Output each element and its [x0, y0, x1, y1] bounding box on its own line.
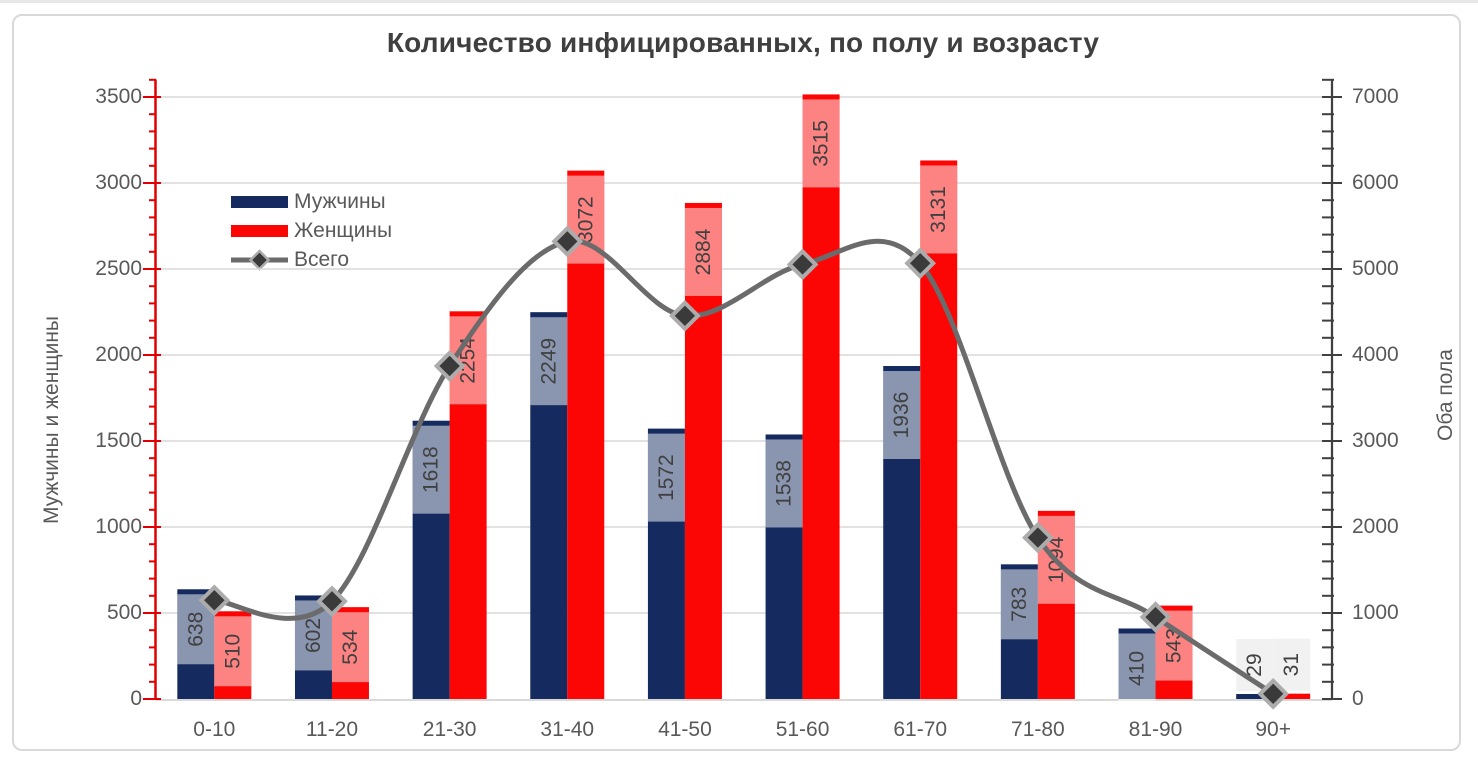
data-label: 3072 — [574, 196, 597, 243]
total-marker — [786, 248, 819, 281]
legend-label-men: Мужчины — [294, 189, 386, 213]
category-label: 11-20 — [305, 718, 359, 741]
left-axis-tick-label: 3500 — [95, 85, 142, 108]
right-axis-tick-label: 7000 — [1352, 85, 1399, 108]
right-axis-tick-label: 6000 — [1352, 171, 1399, 194]
category-label: 31-40 — [540, 718, 595, 741]
data-label: 3515 — [810, 120, 833, 167]
total-marker — [433, 350, 466, 382]
data-label-box — [214, 616, 252, 687]
legend-label-total: Всего — [294, 247, 350, 271]
left-axis-tick-label: 500 — [106, 601, 142, 624]
chart-title: Количество инфицированных, по полу и воз… — [386, 27, 1100, 58]
legend-label-women: Женщины — [294, 218, 393, 242]
total-marker — [1139, 601, 1172, 633]
left-axis-tick-labels: 0 500 1000 1500 2000 2500 3000 3500 — [0, 0, 142, 772]
data-label-box — [1000, 569, 1038, 640]
total-marker — [904, 247, 937, 280]
data-label: 510 — [221, 634, 244, 669]
category-label: 0-10 — [193, 718, 236, 741]
right-axis-tick-labels: 0 1000 2000 3000 4000 5000 6000 7000 — [1352, 0, 1452, 772]
data-label-box — [331, 612, 369, 683]
data-label: 1538 — [773, 460, 796, 507]
data-label: 2884 — [692, 228, 715, 275]
legend: Мужчины Женщины Всего — [231, 187, 392, 274]
window-edge — [0, 0, 1478, 3]
data-label-box — [647, 433, 685, 522]
data-label-box — [883, 371, 921, 460]
data-label: 1936 — [890, 392, 913, 439]
total-marker — [198, 584, 231, 617]
right-axis-tick-label: 4000 — [1352, 343, 1399, 366]
men-bar — [1236, 694, 1274, 699]
total-line — [211, 238, 1276, 697]
left-axis-tick-label: 0 — [130, 687, 142, 710]
right-axis-tick-label: 3000 — [1352, 429, 1399, 452]
data-label: 543 — [1163, 628, 1186, 663]
right-axis-tick-label: 5000 — [1352, 257, 1399, 280]
data-label-box — [530, 317, 568, 406]
data-label: 2249 — [537, 338, 560, 385]
men-series-swatch — [231, 195, 288, 208]
data-label-box — [765, 439, 803, 528]
data-label-box — [802, 99, 840, 188]
category-label: 71-80 — [1011, 718, 1065, 741]
data-label-box — [920, 165, 958, 254]
category-label: 61-70 — [893, 718, 948, 741]
category-label: 90+ — [1255, 718, 1291, 741]
chart-frame — [12, 14, 1461, 751]
data-label: 638 — [184, 612, 207, 647]
total-marker — [669, 299, 701, 332]
left-axis-tick-label: 1500 — [95, 429, 142, 452]
left-axis-tick-label: 2500 — [95, 257, 142, 280]
data-label: 2254 — [457, 337, 480, 384]
data-label-box — [684, 207, 722, 296]
category-label: 51-60 — [775, 718, 830, 741]
left-axis-tick-label: 3000 — [95, 171, 142, 194]
data-label: 1572 — [655, 454, 678, 501]
data-label: 410 — [1126, 651, 1149, 686]
data-label: 534 — [339, 629, 362, 664]
total-marker — [1022, 521, 1054, 554]
legend-item-women: Женщины — [231, 216, 392, 245]
women-series-swatch — [231, 224, 288, 237]
total-marker — [316, 585, 348, 618]
category-label: 21-30 — [422, 718, 477, 741]
right-axis-tick-label: 0 — [1352, 687, 1364, 710]
data-label: 3131 — [927, 186, 950, 233]
left-axis-tick-label: 1000 — [95, 515, 142, 538]
data-label-box — [1118, 633, 1156, 704]
total-marker — [551, 225, 584, 258]
total-marker — [1257, 678, 1290, 710]
data-label: 783 — [1008, 587, 1031, 622]
legend-item-men: Мужчины — [231, 187, 392, 216]
women-bar — [1273, 693, 1311, 699]
data-label: 31 — [1280, 653, 1303, 676]
category-label: 81-90 — [1128, 718, 1183, 741]
data-label: 29 — [1243, 653, 1266, 676]
right-axis-tick-label: 1000 — [1352, 601, 1399, 624]
women-bar — [802, 94, 840, 700]
data-label: 1618 — [420, 446, 443, 493]
category-label: 41-50 — [658, 718, 712, 741]
right-axis-tick-label: 2000 — [1352, 515, 1399, 538]
left-axis-tick-label: 2000 — [95, 343, 142, 366]
data-label: 602 — [302, 618, 325, 653]
data-label-box-outside — [1273, 638, 1311, 691]
data-label-box — [412, 425, 450, 514]
